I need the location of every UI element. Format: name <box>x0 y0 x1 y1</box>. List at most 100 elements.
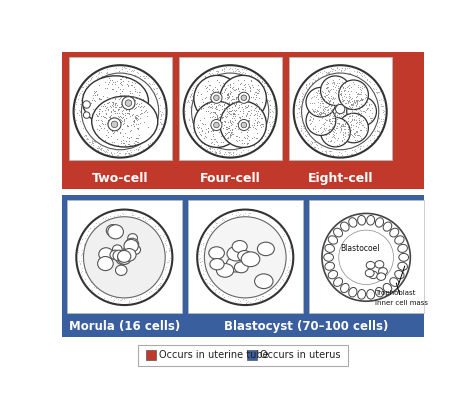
Circle shape <box>183 65 277 158</box>
Ellipse shape <box>220 76 266 122</box>
Ellipse shape <box>116 265 127 276</box>
Ellipse shape <box>237 251 251 261</box>
FancyBboxPatch shape <box>188 200 302 313</box>
Circle shape <box>306 106 336 135</box>
Ellipse shape <box>340 222 349 231</box>
Ellipse shape <box>116 251 130 265</box>
Ellipse shape <box>395 236 404 244</box>
FancyBboxPatch shape <box>138 345 347 366</box>
Ellipse shape <box>379 268 387 275</box>
Ellipse shape <box>106 225 119 237</box>
Ellipse shape <box>367 290 374 299</box>
Ellipse shape <box>226 257 246 272</box>
Ellipse shape <box>377 273 385 281</box>
Text: Occurs in uterus: Occurs in uterus <box>260 350 340 360</box>
Ellipse shape <box>398 262 408 270</box>
FancyBboxPatch shape <box>146 350 156 360</box>
Ellipse shape <box>328 236 337 244</box>
Circle shape <box>238 120 249 131</box>
Ellipse shape <box>108 225 123 239</box>
Circle shape <box>338 113 368 143</box>
Circle shape <box>73 65 166 158</box>
Circle shape <box>238 92 249 103</box>
Circle shape <box>338 80 368 110</box>
FancyBboxPatch shape <box>62 195 424 337</box>
Ellipse shape <box>118 250 131 262</box>
Ellipse shape <box>124 239 138 252</box>
Circle shape <box>301 73 379 150</box>
Ellipse shape <box>328 271 337 279</box>
FancyBboxPatch shape <box>309 200 423 313</box>
Ellipse shape <box>340 283 349 293</box>
Circle shape <box>214 122 219 128</box>
Ellipse shape <box>82 76 148 127</box>
Circle shape <box>294 65 387 158</box>
Text: Blastocyst (70–100 cells): Blastocyst (70–100 cells) <box>224 320 388 333</box>
Ellipse shape <box>398 244 408 252</box>
Circle shape <box>83 112 90 118</box>
Circle shape <box>322 213 410 301</box>
Text: Trophoblast: Trophoblast <box>375 266 416 295</box>
Ellipse shape <box>257 242 274 256</box>
Text: Two-cell: Two-cell <box>92 172 148 186</box>
Circle shape <box>76 210 173 305</box>
Circle shape <box>122 97 135 110</box>
Circle shape <box>214 95 219 100</box>
Ellipse shape <box>324 254 334 261</box>
Ellipse shape <box>194 101 240 147</box>
Ellipse shape <box>334 228 343 237</box>
Circle shape <box>336 105 345 114</box>
Ellipse shape <box>234 262 248 273</box>
Ellipse shape <box>130 245 140 254</box>
Ellipse shape <box>399 254 409 261</box>
Circle shape <box>306 88 336 117</box>
Ellipse shape <box>369 271 378 278</box>
Ellipse shape <box>220 101 266 147</box>
Ellipse shape <box>390 278 399 286</box>
Ellipse shape <box>99 248 113 261</box>
Circle shape <box>325 94 355 124</box>
Ellipse shape <box>375 218 383 227</box>
Ellipse shape <box>122 249 136 261</box>
Ellipse shape <box>383 222 392 231</box>
Text: Four-cell: Four-cell <box>200 172 261 186</box>
Ellipse shape <box>358 215 365 225</box>
FancyBboxPatch shape <box>247 350 257 360</box>
Circle shape <box>346 97 376 126</box>
Text: Inner cell mass: Inner cell mass <box>375 283 428 306</box>
Ellipse shape <box>367 215 374 225</box>
Ellipse shape <box>241 252 260 267</box>
Circle shape <box>125 100 132 106</box>
Ellipse shape <box>98 256 113 271</box>
Ellipse shape <box>217 264 234 277</box>
Circle shape <box>241 95 246 100</box>
Ellipse shape <box>334 278 343 286</box>
Circle shape <box>83 101 91 108</box>
Ellipse shape <box>232 241 247 252</box>
Circle shape <box>320 117 350 147</box>
FancyBboxPatch shape <box>69 58 172 160</box>
Ellipse shape <box>325 262 335 270</box>
Circle shape <box>241 122 246 128</box>
Ellipse shape <box>375 261 384 268</box>
Ellipse shape <box>122 247 133 257</box>
FancyBboxPatch shape <box>289 58 392 160</box>
Circle shape <box>82 73 159 150</box>
Ellipse shape <box>390 228 399 237</box>
Ellipse shape <box>227 247 245 261</box>
Ellipse shape <box>325 244 335 252</box>
FancyBboxPatch shape <box>62 52 424 189</box>
Circle shape <box>191 73 269 150</box>
Ellipse shape <box>92 96 158 147</box>
Ellipse shape <box>112 245 122 254</box>
Circle shape <box>197 210 293 305</box>
FancyBboxPatch shape <box>67 200 182 313</box>
Circle shape <box>339 230 393 285</box>
Ellipse shape <box>110 250 120 259</box>
Ellipse shape <box>128 234 137 242</box>
Ellipse shape <box>232 252 245 263</box>
Ellipse shape <box>125 238 139 250</box>
Circle shape <box>320 76 350 105</box>
FancyBboxPatch shape <box>179 58 282 160</box>
Ellipse shape <box>255 274 273 288</box>
